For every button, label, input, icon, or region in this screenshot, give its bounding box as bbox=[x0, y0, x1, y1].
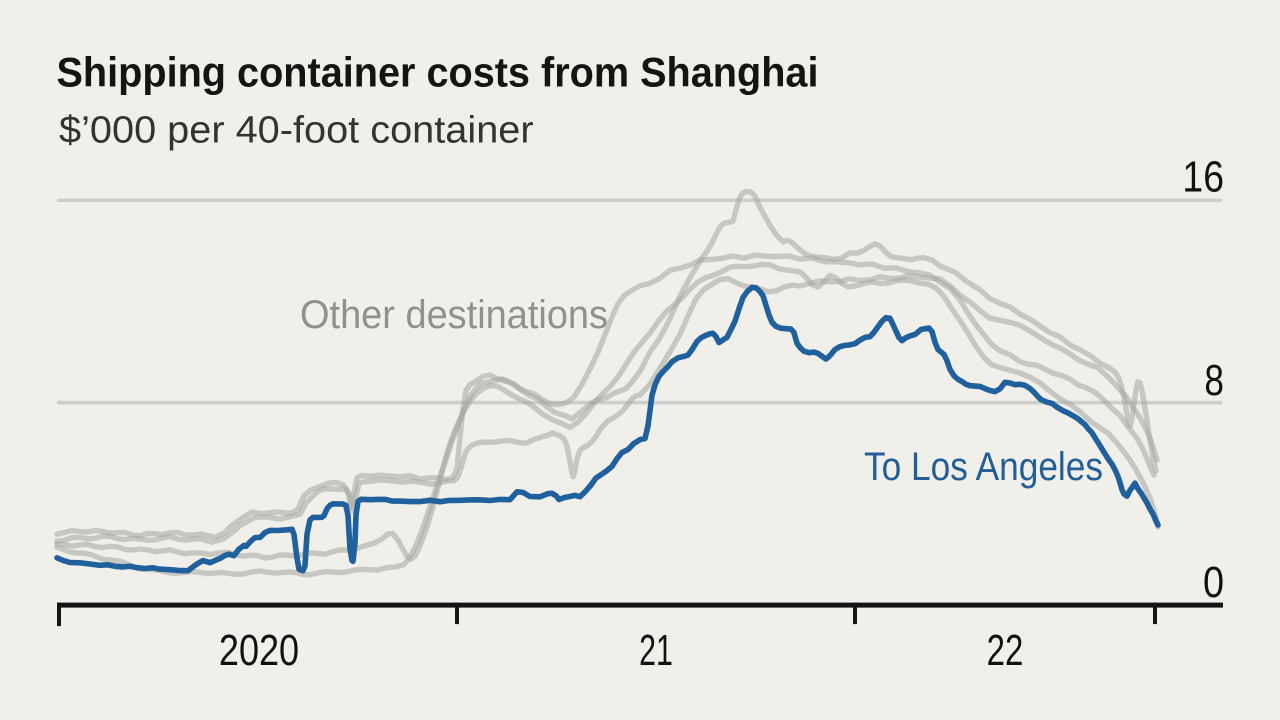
svg-text:Other destinations: Other destinations bbox=[300, 293, 608, 337]
svg-text:To Los Angeles: To Los Angeles bbox=[864, 444, 1103, 489]
svg-text:8: 8 bbox=[1204, 356, 1224, 405]
svg-text:22: 22 bbox=[987, 627, 1024, 676]
svg-text:16: 16 bbox=[1182, 152, 1224, 202]
svg-text:2020: 2020 bbox=[219, 626, 299, 675]
svg-text:Shipping container costs from: Shipping container costs from Shanghai bbox=[57, 48, 819, 95]
svg-text:0: 0 bbox=[1203, 557, 1224, 606]
svg-text:21: 21 bbox=[639, 627, 673, 676]
svg-text:$’000 per 40-foot container: $’000 per 40-foot container bbox=[59, 109, 534, 151]
